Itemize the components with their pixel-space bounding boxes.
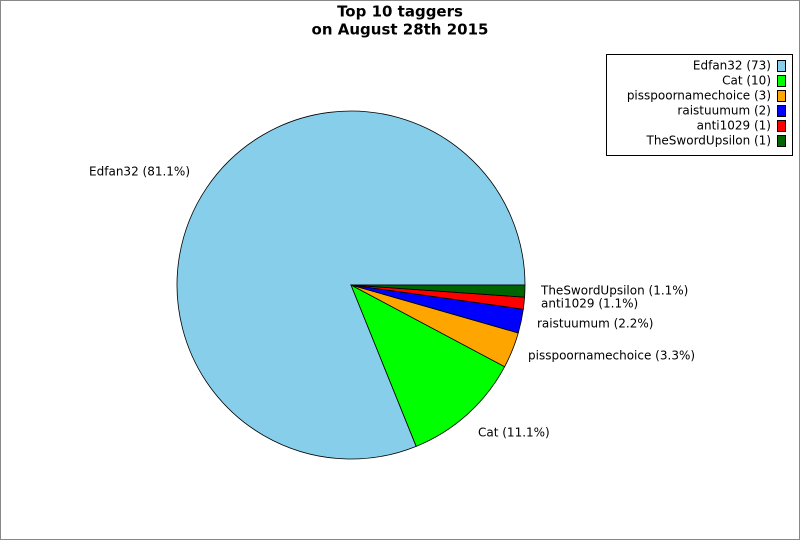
chart-subtitle: on August 28th 2015 [312,21,489,39]
pie-slice [350,284,526,298]
legend-swatch [777,90,786,102]
slice-label: pisspoornamechoice (3.3%) [528,349,695,363]
legend-box [606,54,793,156]
slice-label: TheSwordUpsilon (1.1%) [540,284,688,298]
legend-label: anti1029 (1) [697,119,771,133]
legend-swatch [777,105,786,117]
slice-label: Edfan32 (81.1%) [89,165,190,179]
slice-label: Cat (11.1%) [478,426,550,440]
legend-label: Cat (10) [722,74,771,88]
legend-swatch [777,120,786,132]
legend-swatch [777,60,786,72]
legend-label: TheSwordUpsilon (1) [645,134,771,148]
legend-label: raistuumum (2) [677,104,771,118]
slice-label: raistuumum (2.2%) [537,317,653,331]
legend-label: pisspoornamechoice (3) [627,89,771,103]
pie-slice [350,284,506,447]
legend-swatch [777,75,786,87]
chart-title: Top 10 taggers [337,3,463,21]
legend-label: Edfan32 (73) [693,59,771,73]
slice-label: anti1029 (1.1%) [541,297,638,311]
legend-swatch [777,135,786,147]
